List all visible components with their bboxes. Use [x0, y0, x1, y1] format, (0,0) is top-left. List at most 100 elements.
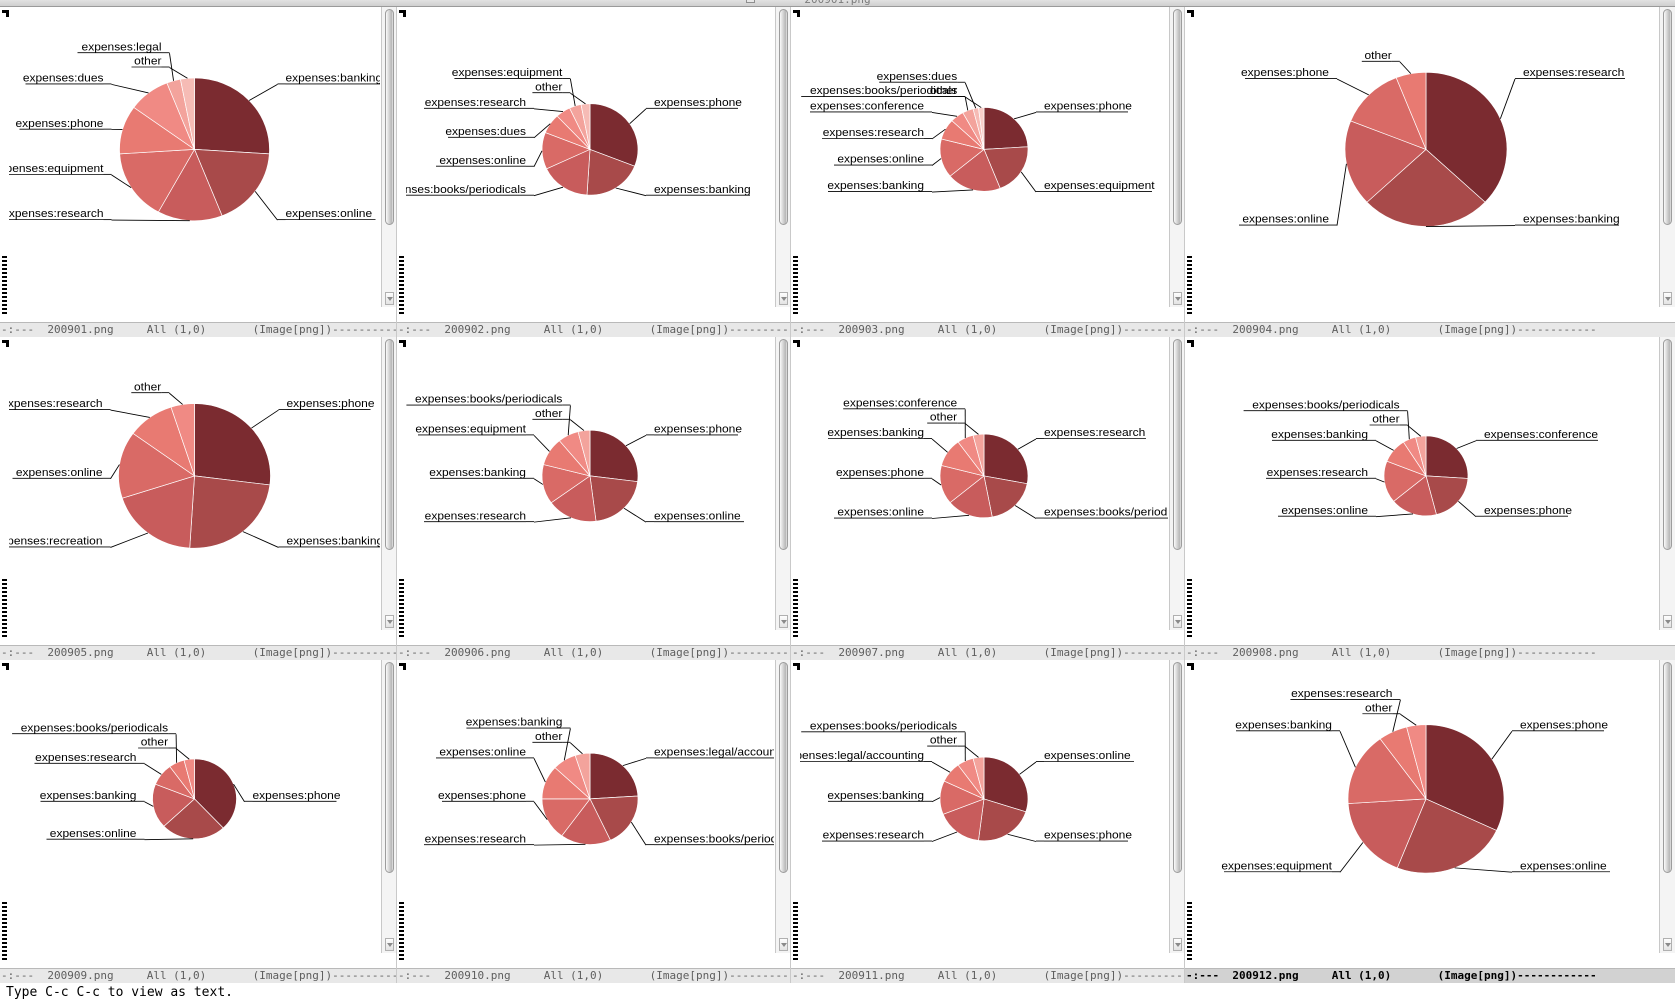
- mode-line[interactable]: -:--- 200902.png All (1,0) (Image[png])-…: [397, 322, 791, 337]
- mode-line[interactable]: -:--- 200903.png All (1,0) (Image[png])-…: [791, 322, 1185, 337]
- callout-label: expenses:banking: [466, 716, 563, 729]
- mode-line[interactable]: -:--- 200906.png All (1,0) (Image[png])-…: [397, 645, 791, 660]
- emacs-window[interactable]: expenses:phone expenses:equipment other exp…: [791, 7, 1185, 337]
- scrollbar-down-arrow-icon[interactable]: [1663, 938, 1672, 951]
- pie-slice: [983, 433, 1029, 485]
- scrollbar-thumb[interactable]: [779, 9, 788, 225]
- pie-callout: other: [131, 381, 183, 405]
- pie-callout: expenses:equipment: [1020, 171, 1155, 193]
- scrollbar-thumb[interactable]: [1173, 662, 1182, 873]
- vertical-scrollbar[interactable]: [1659, 7, 1675, 307]
- emacs-window[interactable]: expenses:banking expenses:online other expe…: [0, 7, 397, 337]
- emacs-window[interactable]: expenses:phone expenses:banking other expen…: [397, 7, 791, 337]
- scrollbar-down-arrow-icon[interactable]: [779, 292, 788, 305]
- callout-leader: [1339, 842, 1364, 873]
- pie-chart: expenses:phoneexpenses:onlineotherexpens…: [406, 393, 744, 523]
- callout-label: expenses:books/periodicals: [415, 393, 562, 406]
- mode-line[interactable]: -:--- 200901.png All (1,0) (Image[png])-…: [0, 322, 397, 337]
- window-body[interactable]: expenses:phone expenses:online other expens…: [397, 337, 791, 645]
- mode-line-text: -:--- 200902.png All (1,0) (Image[png])-…: [398, 323, 791, 336]
- window-body[interactable]: expenses:online expenses:phone other expens…: [791, 660, 1185, 968]
- pie-slice: [170, 403, 195, 476]
- scrollbar-thumb[interactable]: [779, 662, 788, 873]
- vertical-scrollbar[interactable]: [775, 7, 791, 307]
- scrollbar-thumb[interactable]: [1663, 662, 1672, 873]
- scrollbar-down-arrow-icon[interactable]: [1663, 292, 1672, 305]
- window-body[interactable]: expenses:banking expenses:online other expe…: [0, 7, 397, 322]
- scrollbar-down-arrow-icon[interactable]: [1173, 292, 1182, 305]
- vertical-scrollbar[interactable]: [381, 337, 397, 630]
- pie-callout: expenses:equipment: [1221, 842, 1364, 873]
- pie-callout: other: [532, 730, 583, 755]
- window-body[interactable]: expenses:research expenses:books/periodic…: [791, 337, 1185, 645]
- scrollbar-down-arrow-icon[interactable]: [1173, 938, 1182, 951]
- scrollbar-down-arrow-icon[interactable]: [779, 615, 788, 628]
- scrollbar-down-arrow-icon[interactable]: [1173, 615, 1182, 628]
- mode-line[interactable]: -:--- 200904.png All (1,0) (Image[png])-…: [1185, 322, 1675, 337]
- mode-line[interactable]: -:--- 200911.png All (1,0) (Image[png])-…: [791, 968, 1185, 983]
- window-body[interactable]: expenses:phone other expenses:books/period…: [0, 660, 397, 968]
- mode-line[interactable]: -:--- 200908.png All (1,0) (Image[png])-…: [1185, 645, 1675, 660]
- window-body[interactable]: expenses:phone expenses:banking other expen…: [0, 337, 397, 645]
- callout-label: expenses:research: [823, 829, 924, 842]
- mode-line[interactable]: -:--- 200910.png All (1,0) (Image[png])-…: [397, 968, 791, 983]
- vertical-scrollbar[interactable]: [1659, 660, 1675, 953]
- emacs-window[interactable]: expenses:research expenses:books/periodic…: [791, 337, 1185, 660]
- vertical-scrollbar[interactable]: [1659, 337, 1675, 630]
- window-body[interactable]: expenses:phone expenses:equipment other exp…: [791, 7, 1185, 322]
- callout-leader: [623, 507, 647, 523]
- scrollbar-down-arrow-icon[interactable]: [779, 938, 788, 951]
- emacs-window[interactable]: expenses:conference expenses:phone other ex…: [1185, 337, 1675, 660]
- scrollbar-thumb[interactable]: [385, 339, 394, 550]
- emacs-window[interactable]: expenses:phone expenses:online other expens…: [397, 337, 791, 660]
- vertical-scrollbar[interactable]: [775, 660, 791, 953]
- scrollbar-down-arrow-icon[interactable]: [385, 938, 394, 951]
- vertical-scrollbar[interactable]: [381, 660, 397, 953]
- scrollbar-thumb[interactable]: [385, 9, 394, 225]
- pie-callout: expenses:banking: [1235, 719, 1356, 768]
- scrollbar-down-arrow-icon[interactable]: [385, 292, 394, 305]
- pie-callout: expenses:research: [424, 510, 571, 523]
- scrollbar-thumb[interactable]: [1663, 9, 1672, 225]
- callout-label: expenses:online: [654, 510, 741, 523]
- emacs-window[interactable]: expenses:legal/accounting expenses:books/…: [397, 660, 791, 983]
- mode-line[interactable]: -:--- 200909.png All (1,0) (Image[png])-…: [0, 968, 397, 983]
- image-display-area: expenses:phone expenses:online other expens…: [1194, 660, 1658, 953]
- emacs-window[interactable]: expenses:phone other expenses:books/period…: [0, 660, 397, 983]
- callout-leader: [615, 187, 647, 197]
- scrollbar-thumb[interactable]: [779, 339, 788, 550]
- mode-line[interactable]: -:--- 200905.png All (1,0) (Image[png])-…: [0, 645, 397, 660]
- vertical-scrollbar[interactable]: [775, 337, 791, 630]
- mode-line-text: -:--- 200905.png All (1,0) (Image[png])-…: [1, 646, 397, 659]
- scrollbar-thumb[interactable]: [1663, 339, 1672, 550]
- emacs-window[interactable]: expenses:phone expenses:online other expens…: [1185, 660, 1675, 983]
- emacs-window[interactable]: expenses:research expenses:banking other ex…: [1185, 7, 1675, 337]
- mode-line[interactable]: -:--- 200907.png All (1,0) (Image[png])-…: [791, 645, 1185, 660]
- window-body[interactable]: expenses:phone expenses:online other expens…: [1185, 660, 1675, 968]
- scrollbar-thumb[interactable]: [385, 662, 394, 873]
- window-body[interactable]: expenses:conference expenses:phone other ex…: [1185, 337, 1675, 645]
- mode-line[interactable]: -:--- 200912.png All (1,0) (Image[png])-…: [1185, 968, 1675, 983]
- window-body[interactable]: expenses:legal/accounting expenses:books/…: [397, 660, 791, 968]
- callout-label: other: [134, 381, 161, 394]
- pie-callout: expenses:research: [424, 96, 564, 112]
- window-body[interactable]: expenses:research expenses:banking other ex…: [1185, 7, 1675, 322]
- window-separator: [790, 337, 791, 660]
- callout-label: expenses:equipment: [415, 423, 526, 436]
- vertical-scrollbar[interactable]: [381, 7, 397, 307]
- pie-callout: expenses:online: [436, 150, 543, 167]
- vertical-scrollbar[interactable]: [1169, 660, 1185, 953]
- vertical-scrollbar[interactable]: [1169, 7, 1185, 307]
- scrollbar-down-arrow-icon[interactable]: [1663, 615, 1672, 628]
- callout-label: expenses:online: [1044, 749, 1131, 762]
- scrollbar-thumb[interactable]: [1173, 9, 1182, 225]
- pie-callout: expenses:banking: [1271, 428, 1394, 451]
- window-titlebar: 200901.png: [0, 0, 1675, 7]
- emacs-window[interactable]: expenses:online expenses:phone other expens…: [791, 660, 1185, 983]
- window-body[interactable]: expenses:phone expenses:banking other expen…: [397, 7, 791, 322]
- callout-leader: [931, 797, 941, 803]
- emacs-window[interactable]: expenses:phone expenses:banking other expen…: [0, 337, 397, 660]
- vertical-scrollbar[interactable]: [1169, 337, 1185, 630]
- scrollbar-down-arrow-icon[interactable]: [385, 615, 394, 628]
- scrollbar-thumb[interactable]: [1173, 339, 1182, 550]
